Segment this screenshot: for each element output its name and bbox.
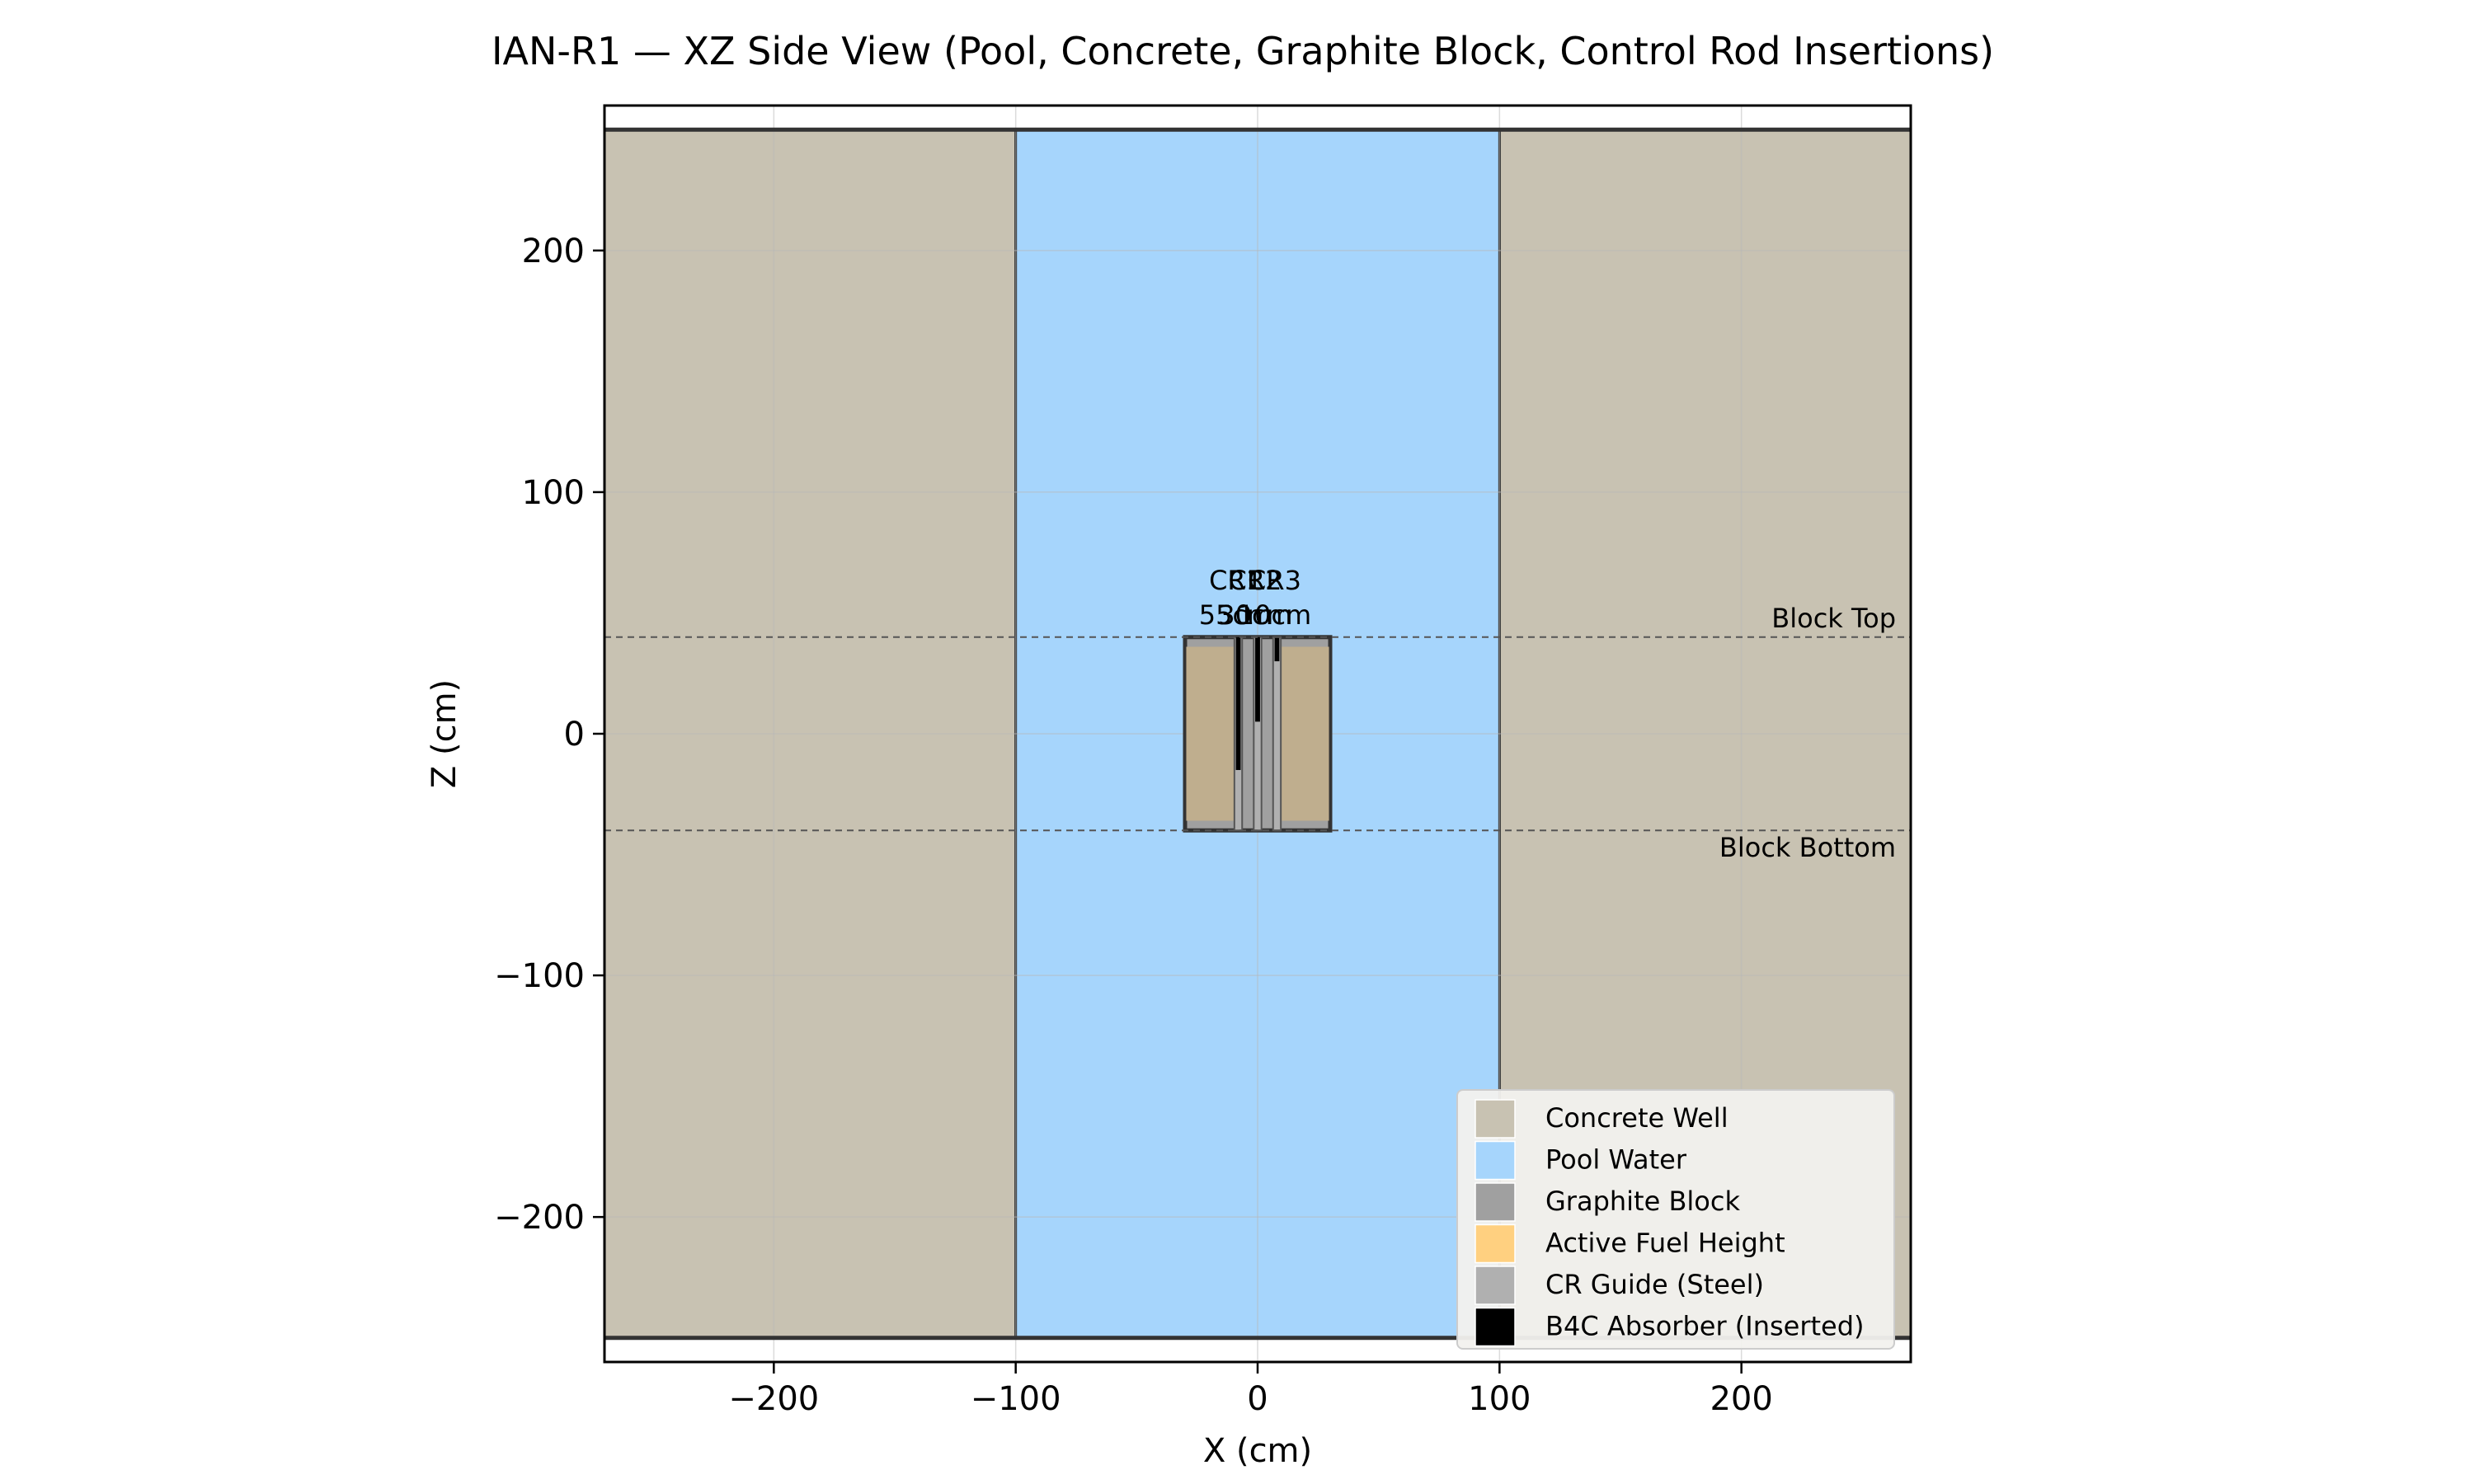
block-top-label: Block Top: [1771, 603, 1896, 634]
y-tick-label: 100: [522, 474, 585, 512]
y-tick-label: 0: [564, 716, 585, 754]
control-rod-label: CR1: [1209, 565, 1263, 596]
legend: Concrete Well Pool Water Graphite Block Act…: [1456, 1089, 1895, 1350]
control-rod-label: CR2: [1229, 565, 1282, 596]
legend-swatch: [1475, 1266, 1516, 1305]
x-tick-label: 100: [1468, 1380, 1531, 1418]
legend-swatch: [1475, 1140, 1516, 1181]
block-bottom-label: Block Bottom: [1719, 832, 1896, 863]
y-tick-label: 200: [522, 232, 585, 270]
y-axis-label: Z (cm): [426, 679, 463, 788]
chart-title: IAN-R1 — XZ Side View (Pool, Concrete, G…: [492, 29, 1994, 73]
cr-guide-tube: [1272, 636, 1282, 832]
b4c-absorber: [1274, 636, 1280, 662]
legend-entry-label: Graphite Block: [1545, 1186, 1740, 1217]
legend-entry-label: CR Guide (Steel): [1545, 1269, 1764, 1300]
x-tick-label: 200: [1710, 1380, 1772, 1418]
y-tick-label: −100: [494, 957, 585, 995]
x-axis-label: X (cm): [1203, 1432, 1312, 1470]
legend-swatch: [1475, 1223, 1516, 1264]
x-tick-label: −100: [971, 1380, 1061, 1418]
active-fuel-left: [1186, 646, 1235, 821]
legend-box: [1456, 1089, 1895, 1350]
active-fuel-right: [1280, 646, 1329, 821]
legend-swatch: [1475, 1182, 1516, 1222]
legend-entry-label: Pool Water: [1545, 1144, 1687, 1176]
control-rod-insertion-label: 10cm: [1238, 599, 1311, 631]
control-rod-insertion-label: 30cm: [1218, 599, 1291, 631]
legend-swatch: [1475, 1099, 1516, 1139]
x-tick-label: 0: [1247, 1380, 1268, 1418]
x-tick-label: −200: [728, 1380, 819, 1418]
y-tick-label: −200: [494, 1199, 585, 1237]
b4c-absorber: [1255, 636, 1260, 722]
legend-entry-label: Concrete Well: [1545, 1102, 1729, 1134]
legend-swatch: [1475, 1307, 1516, 1347]
b4c-absorber: [1235, 636, 1241, 770]
control-rod-insertion-label: 55cm: [1199, 599, 1272, 631]
control-rod-label: CR3: [1248, 565, 1301, 596]
legend-entry-label: Active Fuel Height: [1545, 1228, 1785, 1259]
legend-entry-label: B4C Absorber (Inserted): [1545, 1311, 1865, 1342]
